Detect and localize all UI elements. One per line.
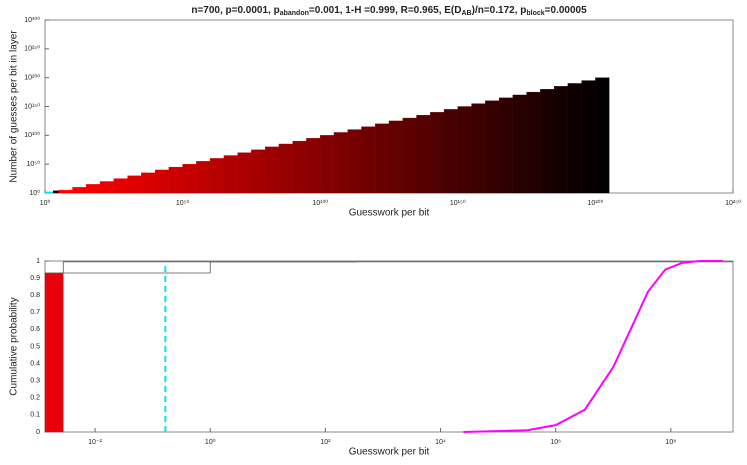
y-tick-label: 0.8	[30, 292, 40, 299]
bar	[347, 129, 362, 194]
bar	[196, 161, 211, 194]
y-tick-label: 0.7	[30, 309, 40, 316]
bar	[58, 189, 73, 194]
bar	[306, 138, 321, 194]
y-tick-label: 0.1	[30, 412, 40, 419]
bar	[375, 123, 390, 194]
bar	[402, 117, 417, 194]
bar	[182, 164, 197, 194]
bar	[44, 191, 54, 194]
bar	[141, 172, 156, 194]
y-tick-label: 0.6	[30, 326, 40, 333]
y-tick-label: 0.4	[30, 360, 40, 367]
bar	[278, 143, 293, 194]
y-tick-label: 0.9	[30, 275, 40, 282]
chart-title: n=700, p=0.0001, pabandon=0.001, 1-H =0.…	[191, 5, 587, 18]
bar	[567, 83, 582, 194]
bar	[416, 115, 431, 194]
bar	[333, 132, 348, 194]
bar	[113, 178, 128, 194]
bar	[44, 272, 64, 433]
bar	[53, 190, 59, 194]
bar	[471, 103, 486, 194]
title-part: )/n=0.172, p	[472, 5, 527, 16]
bar	[581, 80, 596, 194]
x-tick-label: 10⁰	[40, 199, 51, 207]
bar	[209, 158, 225, 194]
x-tick-label: 10²⁰⁰	[588, 199, 604, 207]
x-tick-label: 10⁸	[665, 439, 676, 446]
bar	[443, 109, 458, 194]
bar	[361, 126, 376, 194]
bar	[72, 187, 87, 194]
x-tick-label: 10²	[320, 439, 331, 446]
y-tick-label: 10¹⁵⁰	[24, 102, 40, 110]
title-part: AB	[462, 10, 472, 17]
y-tick-label: 10²⁰⁰	[24, 74, 40, 82]
x-tick-label: 10⁶	[550, 439, 561, 446]
x-axis-label: Guesswork per bit	[349, 208, 430, 219]
bar	[320, 135, 335, 194]
x-tick-label: 10⁴	[435, 439, 446, 446]
title-part: abandon	[280, 10, 309, 17]
x-tick-label: 10¹⁵⁰	[450, 199, 466, 207]
bar	[553, 86, 569, 194]
x-axis-label: Guesswork per bit	[349, 447, 430, 458]
bar	[237, 152, 252, 194]
y-tick-label: 0.2	[30, 395, 40, 402]
bar	[512, 94, 527, 194]
y-tick-label: 0.3	[30, 378, 40, 385]
bar	[251, 149, 266, 194]
x-tick-label: 10⁻²	[88, 439, 102, 446]
bar	[168, 166, 183, 194]
bar	[540, 89, 555, 194]
series-line	[62, 261, 733, 273]
title-part: =0.00005	[545, 5, 587, 16]
bar	[292, 140, 307, 194]
x-tick-label: 10⁵⁰	[176, 199, 190, 207]
bar	[86, 184, 101, 194]
bar	[526, 91, 541, 194]
x-tick-label: 10²⁵⁰	[725, 199, 741, 207]
y-tick-label: 10²⁵⁰	[24, 45, 40, 53]
bar	[485, 100, 500, 194]
y-tick-label: 10⁰	[29, 189, 40, 197]
bar	[265, 146, 280, 194]
y-tick-label: 10¹⁰⁰	[24, 131, 40, 139]
bar	[127, 175, 142, 194]
bar	[388, 120, 403, 194]
bar	[498, 97, 513, 194]
bar	[223, 155, 238, 194]
bar	[99, 181, 114, 194]
y-tick-label: 1	[36, 258, 40, 265]
y-tick-label: 10³⁰⁰	[24, 16, 40, 24]
bar	[457, 106, 472, 194]
x-tick-label: 10¹⁰⁰	[312, 199, 328, 207]
title-part: n=700, p=0.0001, p	[191, 5, 279, 16]
bar	[154, 169, 169, 194]
series-line	[463, 260, 723, 433]
x-tick-label: 10⁰	[205, 438, 216, 446]
bar	[430, 112, 445, 194]
title-part: =0.001, 1-H =0.999, R=0.965, E(D	[309, 5, 462, 16]
y-tick-label: 0.5	[30, 343, 40, 350]
y-tick-label: 0	[36, 429, 40, 436]
y-axis-label: Number of guesses per bit in layer	[9, 30, 20, 183]
title-part: block	[526, 10, 544, 17]
bar	[595, 77, 610, 194]
y-tick-label: 10⁵⁰	[27, 160, 41, 168]
y-axis-label: Cumulative probability	[9, 297, 20, 395]
